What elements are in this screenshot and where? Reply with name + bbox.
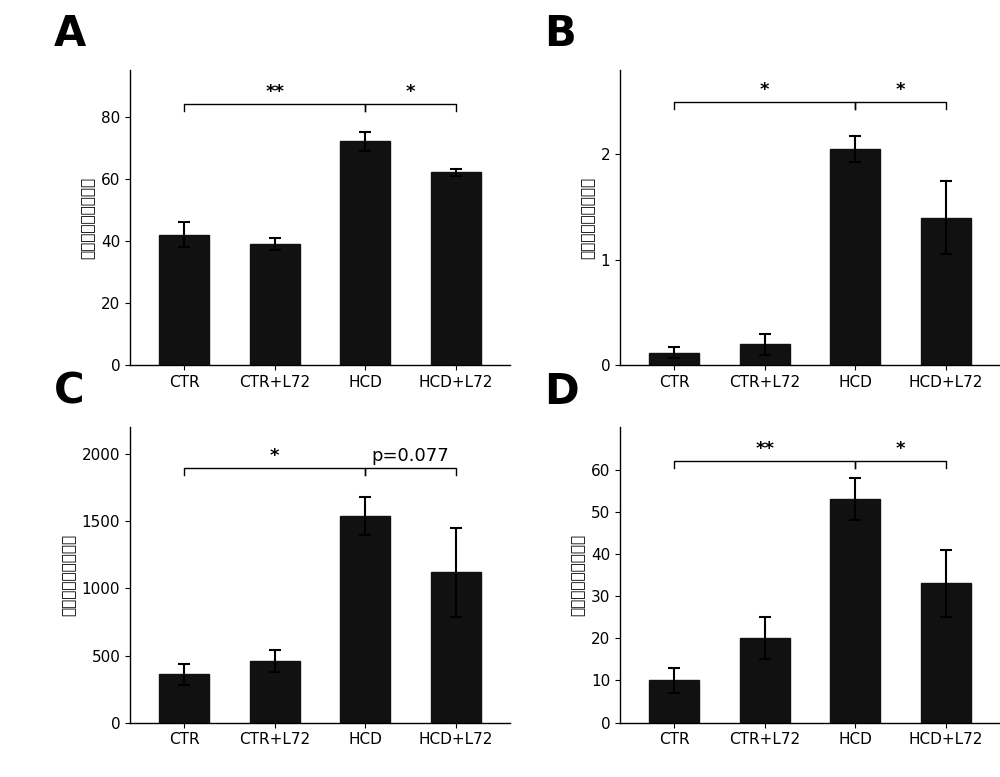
Bar bbox=[921, 584, 971, 723]
Y-axis label: 摩尔份数（极性脂）: 摩尔份数（极性脂） bbox=[61, 534, 76, 616]
Bar bbox=[830, 149, 880, 365]
Text: *: * bbox=[896, 81, 905, 99]
Text: **: ** bbox=[265, 83, 284, 101]
Text: *: * bbox=[270, 447, 280, 465]
Bar bbox=[921, 218, 971, 365]
Text: A: A bbox=[54, 13, 86, 55]
Text: p=0.077: p=0.077 bbox=[372, 447, 449, 465]
Bar bbox=[159, 235, 209, 365]
Text: *: * bbox=[896, 440, 905, 458]
Y-axis label: 摩尔份数（极性脂）: 摩尔份数（极性脂） bbox=[80, 176, 95, 259]
Text: C: C bbox=[54, 371, 85, 413]
Bar bbox=[740, 344, 790, 365]
Bar bbox=[340, 141, 390, 365]
Bar bbox=[431, 573, 481, 723]
Bar bbox=[740, 638, 790, 723]
Bar bbox=[340, 516, 390, 723]
Bar bbox=[250, 244, 300, 365]
Bar bbox=[830, 499, 880, 723]
Text: **: ** bbox=[755, 440, 774, 458]
Text: B: B bbox=[544, 13, 576, 55]
Text: *: * bbox=[760, 81, 770, 99]
Bar bbox=[159, 674, 209, 723]
Bar bbox=[649, 353, 699, 365]
Y-axis label: 摩尔份数（极性脂）: 摩尔份数（极性脂） bbox=[580, 176, 595, 259]
Text: D: D bbox=[544, 371, 579, 413]
Bar bbox=[649, 681, 699, 723]
Text: *: * bbox=[406, 83, 415, 101]
Y-axis label: 摩尔份数（极性脂）: 摩尔份数（极性脂） bbox=[570, 534, 585, 616]
Bar bbox=[250, 661, 300, 723]
Bar bbox=[431, 172, 481, 365]
